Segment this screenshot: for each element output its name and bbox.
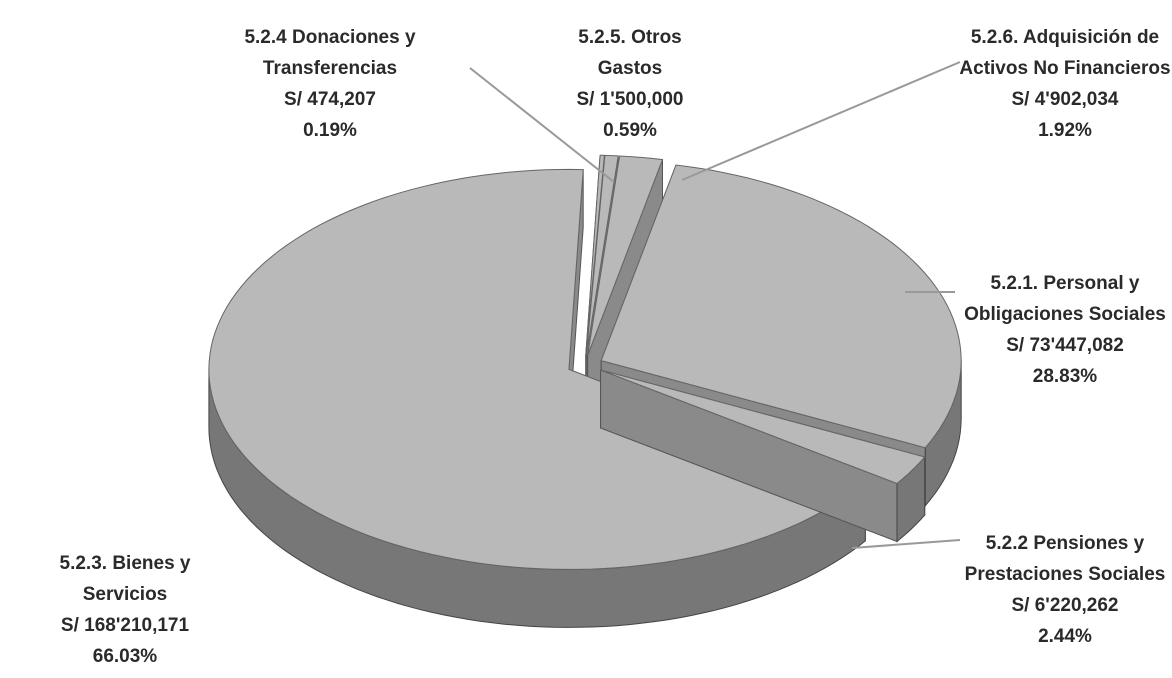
slice-top bbox=[600, 369, 926, 485]
slice-label: 5.2.3. Bienes y Servicios S/ 168'210,171 6… bbox=[15, 548, 235, 672]
label-name: 5.2.5. Otros Gastos bbox=[578, 27, 682, 79]
label-amount: S/ 73'447,082 bbox=[1006, 335, 1124, 356]
label-name: 5.2.6. Adquisición de Activos No Financi… bbox=[959, 27, 1171, 79]
slice bbox=[600, 369, 926, 543]
slice-top bbox=[585, 154, 619, 356]
slice-label: 5.2.5. Otros Gastos S/ 1'500,000 0.59% bbox=[550, 22, 710, 146]
slice-label: 5.2.4 Donaciones y Transferencias S/ 474,… bbox=[210, 22, 450, 146]
label-amount: S/ 1'500,000 bbox=[576, 89, 684, 110]
leader-line bbox=[469, 67, 615, 183]
slice-top bbox=[208, 168, 867, 570]
slice-top bbox=[587, 155, 664, 356]
label-amount: S/ 4'902,034 bbox=[1011, 89, 1119, 110]
label-percent: 28.83% bbox=[1032, 366, 1098, 387]
slice-top bbox=[600, 164, 962, 449]
label-percent: 1.92% bbox=[1038, 120, 1092, 141]
slices bbox=[208, 154, 962, 628]
label-percent: 0.59% bbox=[603, 120, 657, 141]
label-amount: S/ 474,207 bbox=[284, 89, 376, 110]
label-percent: 0.19% bbox=[303, 120, 357, 141]
label-name: 5.2.1. Personal y Obligaciones Sociales bbox=[964, 273, 1166, 325]
label-name: 5.2.2 Pensiones y Prestaciones Sociales bbox=[964, 533, 1166, 585]
label-name: 5.2.3. Bienes y Servicios bbox=[59, 553, 191, 605]
label-percent: 2.44% bbox=[1038, 626, 1092, 647]
slice-label: 5.2.1. Personal y Obligaciones Sociales S… bbox=[955, 268, 1172, 392]
label-amount: S/ 6'220,262 bbox=[1011, 595, 1119, 616]
label-name: 5.2.4 Donaciones y Transferencias bbox=[244, 27, 416, 79]
label-percent: 66.03% bbox=[92, 646, 158, 667]
slice-label: 5.2.6. Adquisición de Activos No Financi… bbox=[955, 22, 1172, 146]
slice-label: 5.2.2 Pensiones y Prestaciones Sociales S… bbox=[955, 528, 1172, 652]
leader-line bbox=[851, 539, 961, 549]
leader-lines bbox=[469, 61, 961, 549]
label-amount: S/ 168'210,171 bbox=[60, 615, 190, 636]
leader-line bbox=[681, 61, 961, 181]
